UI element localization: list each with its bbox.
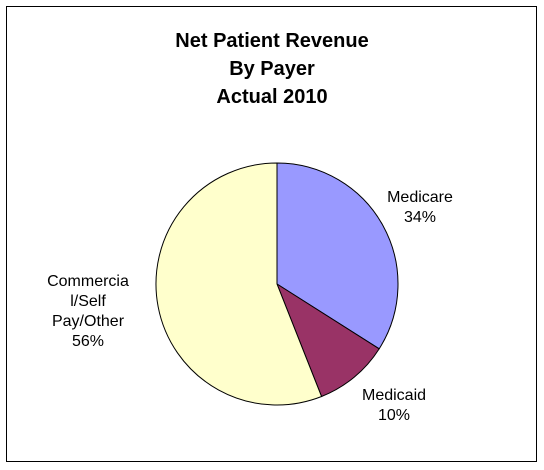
pie-slice-medicaid [275,282,380,398]
label-medicaid-value: 10% [377,407,411,424]
label-medicare-value: 34% [403,209,437,226]
chart-title-line-1: Net Patient Revenue [175,30,369,52]
label-commercial-line-3: Pay/Other [51,313,125,330]
label-commercial: Commercia l/Self Pay/Other 56% [38,272,138,352]
label-commercial-line-1: Commercia [47,273,129,290]
label-medicaid-name: Medicaid [361,387,427,404]
label-medicare-name: Medicare [387,189,453,206]
label-commercial-line-2: l/Self [70,293,106,310]
chart-title-line-2: By Payer [229,58,315,80]
label-medicaid: Medicaid 10% [344,386,444,426]
pie-slice-medicare [276,162,399,350]
pie-slice-commercial-self-pay-other [155,162,323,406]
chart-title-line-3: Actual 2010 [216,86,328,108]
label-commercial-value: 56% [71,333,105,350]
label-medicare: Medicare 34% [370,188,470,228]
